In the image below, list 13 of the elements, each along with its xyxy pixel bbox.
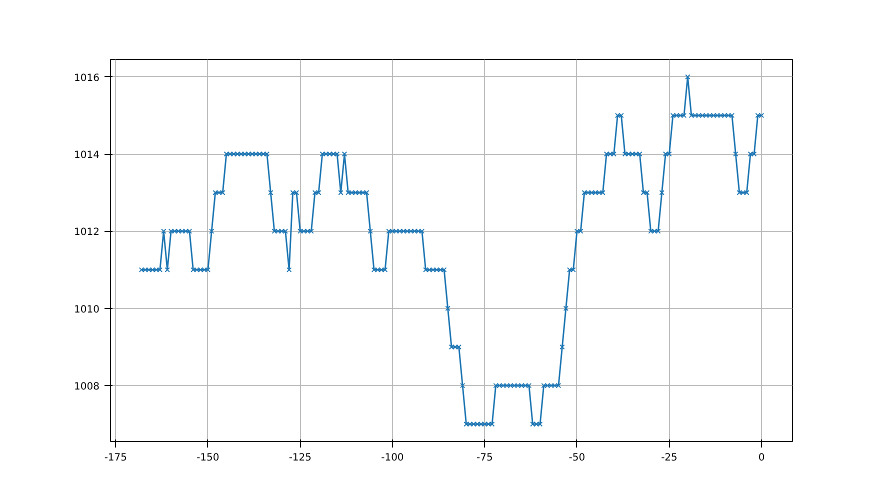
y-tick-label: 1016 bbox=[74, 72, 100, 84]
y-tick-label: 1014 bbox=[74, 150, 100, 162]
x-tick-label: -125 bbox=[288, 452, 312, 464]
x-tick-label: -75 bbox=[476, 452, 493, 464]
x-tick-label: -25 bbox=[661, 452, 678, 464]
x-tick-label: -50 bbox=[568, 452, 586, 464]
x-tick-label: -150 bbox=[196, 452, 220, 464]
x-tick-label: -100 bbox=[381, 452, 404, 464]
x-tick-label: 0 bbox=[758, 452, 765, 464]
y-tick-label: 1010 bbox=[74, 304, 100, 316]
x-tick-label: -175 bbox=[104, 452, 128, 464]
y-tick-label: 1012 bbox=[74, 227, 100, 238]
y-tick-label: 1008 bbox=[74, 382, 100, 393]
